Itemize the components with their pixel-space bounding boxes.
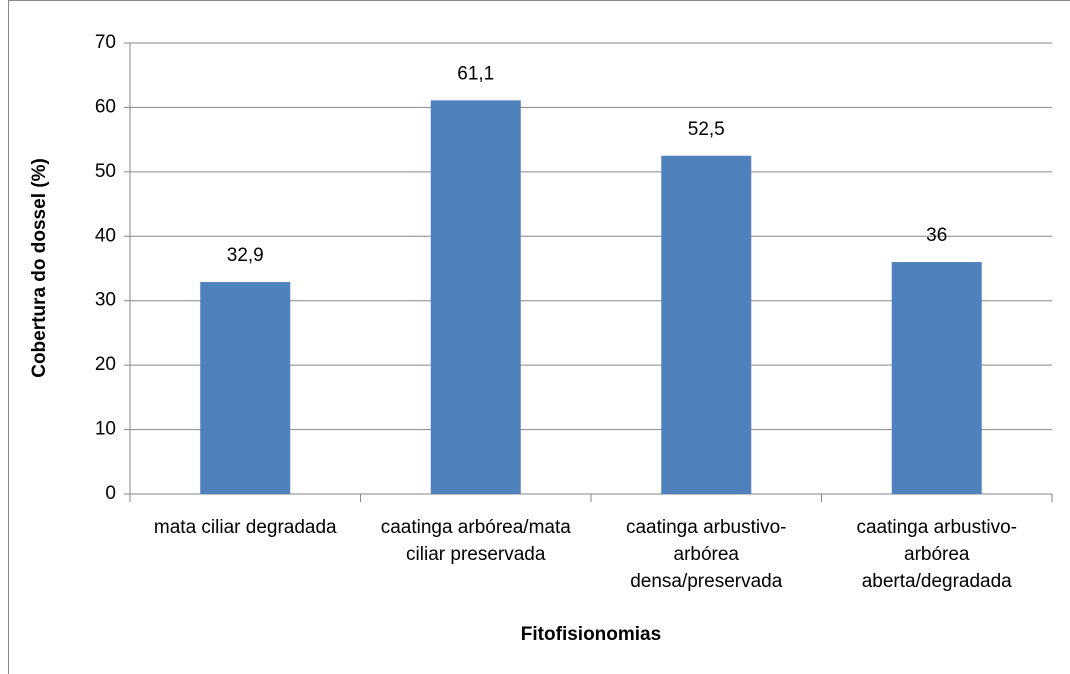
x-tick-label: caatinga arbustivo-arbórea densa/preserv… — [625, 517, 787, 592]
x-tick-label: caatinga arbórea/mata ciliar preservada — [380, 517, 571, 565]
y-tick-label: 20 — [95, 354, 116, 375]
bar — [661, 155, 752, 494]
y-tick-label: 50 — [95, 161, 116, 182]
bar — [891, 262, 982, 494]
y-axis-title: Cobertura do dossel (%) — [29, 158, 50, 378]
y-tick-label: 10 — [95, 419, 116, 440]
chart-border — [8, 0, 1070, 674]
x-axis-title: Fitofisionomias — [521, 624, 661, 645]
y-tick-label: 30 — [95, 290, 116, 311]
bar — [430, 100, 521, 494]
bar — [200, 282, 291, 494]
y-tick-label: 40 — [95, 225, 116, 246]
x-tick-label: mata ciliar degradada — [153, 517, 337, 538]
y-tick-label: 60 — [95, 96, 116, 117]
value-label: 52,5 — [688, 119, 725, 140]
value-label: 32,9 — [227, 245, 264, 266]
value-label: 61,1 — [457, 63, 494, 84]
y-tick-label: 70 — [95, 32, 116, 53]
y-tick-label: 0 — [105, 483, 116, 504]
value-label: 36 — [926, 225, 947, 246]
x-tick-label: caatinga arbustivo-arbórea aberta/degrad… — [856, 517, 1018, 592]
